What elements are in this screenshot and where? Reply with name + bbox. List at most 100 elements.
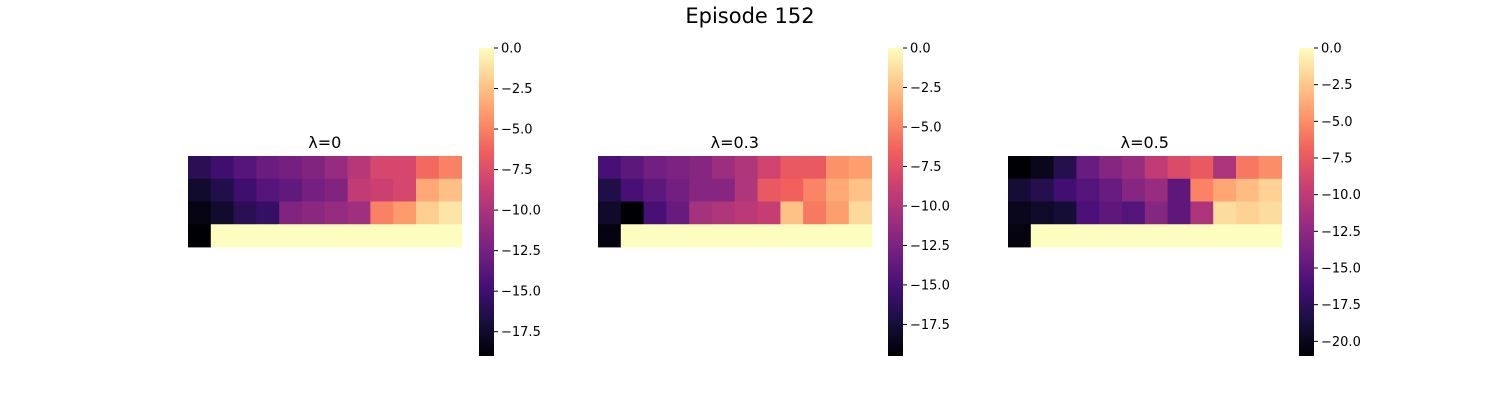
heatmap-cell [1236,201,1260,225]
colorbar-tick-label: −5.0 [501,123,533,138]
colorbar-tick-label: −2.5 [1321,78,1353,93]
heatmap-cell [780,224,804,248]
heatmap-cell [803,178,827,202]
heatmap-cell [598,201,622,225]
colorbar-tick-label: −10.0 [1321,188,1361,203]
heatmap-cell [666,201,690,225]
heatmap-cell [370,178,394,202]
heatmap-cell [1053,156,1077,180]
colorbar-tick-label: −7.5 [910,160,942,175]
heatmap-cell [689,201,713,225]
heatmap-cell [780,201,804,225]
heatmap-cell [643,224,667,248]
heatmap-cell [1099,156,1123,180]
heatmap-cell [210,156,234,180]
heatmap-cell [620,178,644,202]
heatmap-cell [1190,201,1214,225]
heatmap-cell [734,178,758,202]
heatmap-cell [279,156,303,180]
heatmap-cell [1053,201,1077,225]
heatmap-cell [438,224,462,248]
heatmap-cell [393,178,417,202]
heatmap-cell [1122,201,1146,225]
heatmap-cell [188,178,212,202]
figure-title: Episode 152 [685,4,815,28]
colorbar-tick-label: −7.5 [1321,152,1353,167]
colorbar [888,48,903,356]
heatmap-cell [734,224,758,248]
heatmap-cell [210,224,234,248]
heatmap-cell [689,178,713,202]
heatmap-cell [757,156,781,180]
heatmap-cell [1030,201,1054,225]
colorbar [479,48,494,356]
heatmap-cell [1122,156,1146,180]
heatmap-cell [256,224,280,248]
heatmap-cell [1099,224,1123,248]
heatmap-cell [1167,201,1191,225]
heatmap-panel-2: λ=0.3 0.0 −2.5 −5.0 −7.5 −10.0 −12.5 −15.0 −17.5 [598,42,950,356]
heatmap-cell [1213,178,1237,202]
heatmap-cell [1236,224,1260,248]
heatmap-cell [393,201,417,225]
heatmap-cell [416,224,440,248]
colorbar-tick-label: −15.0 [1321,262,1361,277]
heatmap-cell [233,201,257,225]
heatmap-cell [1167,224,1191,248]
heatmap-cell [1053,224,1077,248]
heatmap-cell [826,224,850,248]
heatmap-cell [803,201,827,225]
heatmap-cell [1030,224,1054,248]
colorbar-tick-label: −17.5 [910,318,950,333]
heatmap-cell [370,201,394,225]
heatmap-cell [598,224,622,248]
heatmap-cell [598,156,622,180]
heatmap-cell [1236,156,1260,180]
heatmap-cell [1008,224,1032,248]
colorbar-tick-label: 0.0 [910,42,931,57]
heatmap-cell [1076,156,1100,180]
heatmap-cell [666,178,690,202]
heatmap-cell [620,156,644,180]
heatmap-cell [347,156,371,180]
heatmap-cell [1122,178,1146,202]
heatmap-cell [279,178,303,202]
heatmap-cell [279,224,303,248]
heatmap-cell [803,224,827,248]
heatmap-cell [1258,201,1282,225]
heatmap-cell [210,201,234,225]
heatmap-cell [279,201,303,225]
heatmap-cell [188,156,212,180]
heatmap-cell [1144,201,1168,225]
heatmap-cell [347,178,371,202]
heatmap-cell [620,224,644,248]
heatmap-cell [1167,156,1191,180]
heatmap-cell [233,156,257,180]
heatmap-cell [324,156,348,180]
heatmap-cell [1258,224,1282,248]
heatmap-panel-1: λ=0 0.0 −2.5 −5.0 −7.5 −10.0 −12.5 −15.0 −17.5 [188,42,541,356]
heatmap-cell [438,178,462,202]
heatmap-cell [233,224,257,248]
heatmap-cell [712,178,736,202]
heatmap-title: λ=0.3 [711,133,759,152]
colorbar-tick-label: −10.0 [910,199,950,214]
colorbar-tick-label: −5.0 [1321,115,1353,130]
colorbar-tick-label: −15.0 [501,285,541,300]
heatmap-panel-3: λ=0.5 0.0 −2.5 −5.0 −7.5 −10.0 −12.5 −15.0 −17.5… [1008,42,1361,356]
heatmap-cell [302,201,326,225]
heatmap-cell [1190,178,1214,202]
heatmap-cell [188,224,212,248]
heatmap-cell [643,201,667,225]
heatmap-cell [1190,156,1214,180]
heatmap-cell [1122,224,1146,248]
heatmap-cell [598,178,622,202]
heatmap-cell [1258,156,1282,180]
heatmap-cell [826,178,850,202]
colorbar-tick-label: −12.5 [501,244,541,259]
heatmap-cell [1030,178,1054,202]
heatmap-cell [1236,178,1260,202]
heatmap-cell [1258,178,1282,202]
heatmap-cell [666,224,690,248]
heatmap-cell [302,156,326,180]
